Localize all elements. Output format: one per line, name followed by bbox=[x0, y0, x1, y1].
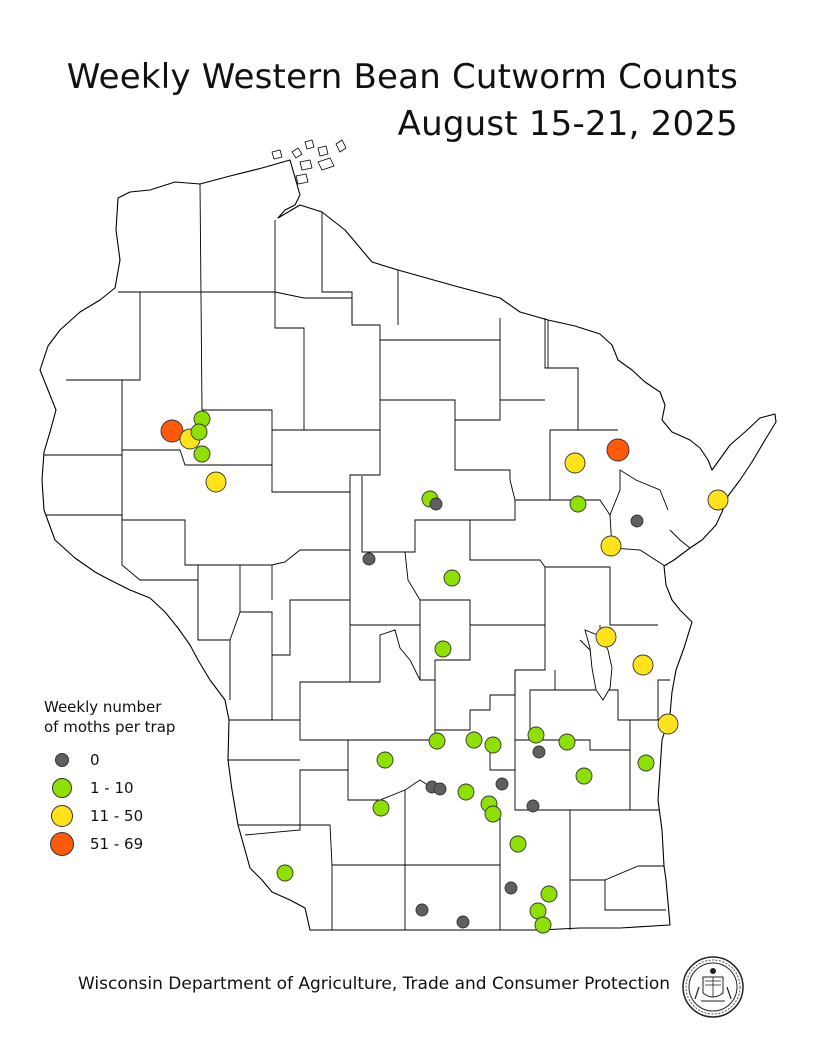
legend-label-mid: 11 - 50 bbox=[90, 807, 144, 825]
trap-marker-zero bbox=[415, 903, 429, 917]
legend-title: Weekly number of moths per trap bbox=[44, 697, 175, 737]
trap-marker-low bbox=[190, 423, 208, 441]
state-outline bbox=[39, 159, 777, 931]
legend-label-zero: 0 bbox=[90, 751, 100, 769]
footer-agency-name: Wisconsin Department of Agriculture, Tra… bbox=[78, 974, 671, 994]
trap-marker-zero bbox=[495, 777, 509, 791]
wisconsin-state-seal-icon bbox=[682, 956, 744, 1018]
trap-marker-low bbox=[276, 864, 294, 882]
trap-marker-zero bbox=[362, 552, 376, 566]
trap-marker-mid bbox=[657, 713, 679, 735]
trap-marker-low bbox=[484, 805, 502, 823]
trap-marker-low bbox=[527, 726, 545, 744]
trap-marker-zero bbox=[429, 497, 443, 511]
map-title-line2: August 15-21, 2025 bbox=[397, 104, 738, 144]
trap-marker-low bbox=[465, 731, 483, 749]
map-title-line1: Weekly Western Bean Cutworm Counts bbox=[66, 57, 738, 97]
legend-item-low: 1 - 10 bbox=[44, 777, 175, 805]
trap-marker-low bbox=[575, 767, 593, 785]
trap-marker-low bbox=[372, 799, 390, 817]
apostle-islands bbox=[271, 139, 347, 185]
legend-swatch-low bbox=[52, 778, 72, 798]
trap-marker-zero bbox=[433, 782, 447, 796]
trap-marker-low bbox=[569, 495, 587, 513]
legend-swatch-high bbox=[50, 832, 74, 856]
trap-marker-low bbox=[443, 569, 461, 587]
legend-items: 0 1 - 10 11 - 50 51 - 69 bbox=[44, 749, 175, 861]
trap-marker-zero bbox=[526, 799, 540, 813]
trap-marker-low bbox=[376, 751, 394, 769]
trap-marker-mid bbox=[600, 535, 622, 557]
trap-marker-mid bbox=[564, 452, 586, 474]
trap-marker-low bbox=[457, 783, 475, 801]
trap-marker-low bbox=[637, 754, 655, 772]
trap-marker-low bbox=[484, 736, 502, 754]
trap-marker-mid bbox=[707, 489, 729, 511]
trap-marker-zero bbox=[630, 514, 644, 528]
trap-marker-zero bbox=[504, 881, 518, 895]
trap-marker-low bbox=[509, 835, 527, 853]
legend-item-high: 51 - 69 bbox=[44, 832, 175, 861]
trap-marker-mid bbox=[205, 471, 227, 493]
trap-marker-low bbox=[193, 445, 211, 463]
trap-locations bbox=[160, 410, 729, 934]
legend: Weekly number of moths per trap 0 1 - 10… bbox=[44, 697, 175, 861]
legend-swatch-zero bbox=[55, 753, 69, 767]
trap-marker-mid bbox=[632, 654, 654, 676]
trap-marker-low bbox=[534, 916, 552, 934]
trap-marker-low bbox=[540, 885, 558, 903]
trap-marker-high bbox=[160, 419, 184, 443]
trap-marker-low bbox=[434, 640, 452, 658]
trap-marker-zero bbox=[532, 745, 546, 759]
legend-label-low: 1 - 10 bbox=[90, 779, 134, 797]
legend-label-high: 51 - 69 bbox=[90, 835, 144, 853]
trap-marker-zero bbox=[456, 915, 470, 929]
trap-marker-low bbox=[428, 732, 446, 750]
legend-title-line2: of moths per trap bbox=[44, 718, 176, 736]
trap-marker-high bbox=[606, 438, 630, 462]
map-title: Weekly Western Bean Cutworm Counts Augus… bbox=[67, 54, 738, 148]
legend-title-line1: Weekly number bbox=[44, 698, 162, 716]
legend-swatch-mid bbox=[51, 805, 73, 827]
legend-item-zero: 0 bbox=[44, 749, 175, 777]
legend-item-mid: 11 - 50 bbox=[44, 805, 175, 833]
trap-marker-mid bbox=[595, 626, 617, 648]
trap-marker-low bbox=[558, 733, 576, 751]
